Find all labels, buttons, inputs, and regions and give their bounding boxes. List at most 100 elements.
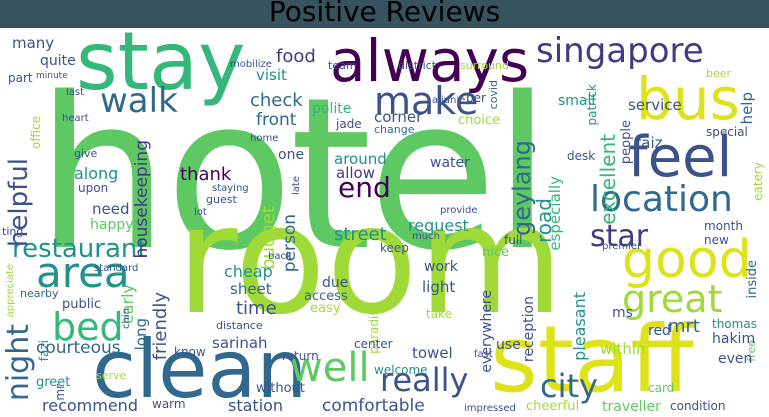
word-sheet: sheet: [230, 280, 272, 298]
word-visit: visit: [256, 66, 287, 84]
word-great: great: [622, 277, 723, 321]
word-bed: bed: [52, 305, 124, 349]
word-around: around: [334, 150, 387, 168]
word-center: center: [354, 337, 393, 351]
word-use: use: [496, 337, 521, 353]
word-team: team: [328, 59, 357, 72]
word-heart: heart: [62, 113, 89, 124]
word-give: give: [74, 147, 98, 160]
word-much: much: [412, 231, 440, 242]
word-beer: beer: [706, 67, 732, 80]
word-stay: stay: [76, 28, 246, 108]
word-part: part: [8, 71, 33, 85]
word-singapore: singapore: [536, 31, 704, 71]
word-street: street: [334, 224, 387, 245]
word-appreciate: appreciate: [5, 264, 16, 318]
word-mobilize: mobilize: [230, 59, 272, 70]
word-well: well: [290, 345, 370, 391]
word-reception: reception: [521, 296, 537, 363]
word-cheap: cheap: [224, 262, 273, 281]
word-bus: bus: [636, 65, 740, 133]
word-work: work: [424, 259, 458, 275]
word-choice: choice: [458, 113, 501, 128]
word-towel: towel: [412, 344, 453, 362]
word-allow: allow: [336, 164, 375, 182]
word-even: even: [718, 351, 753, 367]
word-hakim: hakim: [712, 331, 756, 347]
word-light: light: [422, 278, 456, 296]
word-standard: standard: [94, 263, 139, 274]
word-long: long: [132, 318, 150, 351]
word-service: service: [628, 96, 682, 114]
word-eatery: eatery: [751, 162, 765, 201]
word-public: public: [62, 297, 102, 312]
word-ms: ms: [612, 305, 633, 321]
word-traveller: traveller: [602, 399, 661, 415]
word-month: month: [704, 219, 743, 233]
word-minute: minute: [36, 71, 68, 81]
word-sarinah: sarinah: [212, 334, 268, 352]
word-cloud: hotel room staff clean stay always singa…: [0, 28, 769, 417]
word-chin: chin: [121, 308, 132, 329]
word-nearby: nearby: [20, 287, 59, 300]
word-need: need: [92, 200, 130, 218]
word-request: request: [408, 216, 469, 235]
word-feel: feel: [628, 125, 733, 190]
word-location: location: [590, 179, 733, 220]
word-without: without: [256, 381, 305, 396]
word-pleasant: pleasant: [570, 292, 589, 361]
word-return: return: [282, 349, 319, 363]
word-excellent: excellent: [596, 134, 620, 225]
word-card: card: [648, 381, 675, 395]
word-access: access: [304, 289, 348, 304]
word-corner: corner: [374, 108, 423, 126]
word-full: full: [504, 233, 523, 247]
word-new: new: [704, 233, 729, 247]
word-jade: jade: [336, 117, 362, 131]
word-always: always: [330, 28, 530, 95]
word-hotel: hotel: [36, 52, 551, 297]
word-star: star: [590, 219, 649, 254]
word-especially: especially: [546, 176, 564, 251]
word-ting: ting: [2, 225, 24, 238]
word-serve: serve: [96, 369, 127, 382]
word-quite: quite: [40, 53, 76, 69]
chart-title: Positive Reviews: [268, 0, 501, 28]
word-home: home: [250, 133, 279, 144]
word-staying: staying: [212, 183, 249, 194]
word-check: check: [250, 90, 303, 111]
word-premier: premier: [602, 241, 642, 252]
word-one: one: [278, 147, 305, 163]
word-geylang: geylang: [508, 140, 536, 237]
word-everywhere: everywhere: [479, 290, 495, 373]
word-per: per: [466, 91, 486, 105]
word-really: really: [380, 361, 469, 399]
word-small: small: [558, 93, 596, 109]
word-red: red: [648, 323, 671, 339]
word-special: special: [706, 125, 748, 139]
word-provide: provide: [440, 205, 478, 216]
word-help: help: [738, 92, 756, 125]
word-comfortable: comfortable: [322, 396, 425, 416]
title-bar: Positive Reviews: [0, 0, 769, 28]
word-aljunie: aljunie: [432, 95, 466, 106]
word-people: people: [619, 120, 634, 165]
word-courteous: courteous: [36, 338, 121, 358]
word-restaurant: restaurant: [12, 234, 148, 264]
word-time: time: [236, 298, 277, 319]
word-friendly: friendly: [150, 292, 171, 361]
word-thomas: thomas: [712, 317, 757, 331]
word-area: area: [36, 248, 130, 297]
word-staff: staff: [490, 306, 694, 413]
word-clean: clean: [92, 323, 308, 416]
word-recommend: recommend: [42, 396, 138, 415]
word-lot: lot: [194, 207, 207, 218]
word-good: good: [622, 230, 752, 290]
word-person: person: [280, 214, 300, 273]
word-take: take: [426, 307, 452, 321]
word-housekeeping: housekeeping: [132, 140, 152, 259]
word-within: within: [600, 340, 646, 358]
word-cheerful: cheerful: [526, 399, 580, 414]
word-surround: surround: [460, 59, 509, 72]
word-keep: keep: [380, 241, 409, 255]
